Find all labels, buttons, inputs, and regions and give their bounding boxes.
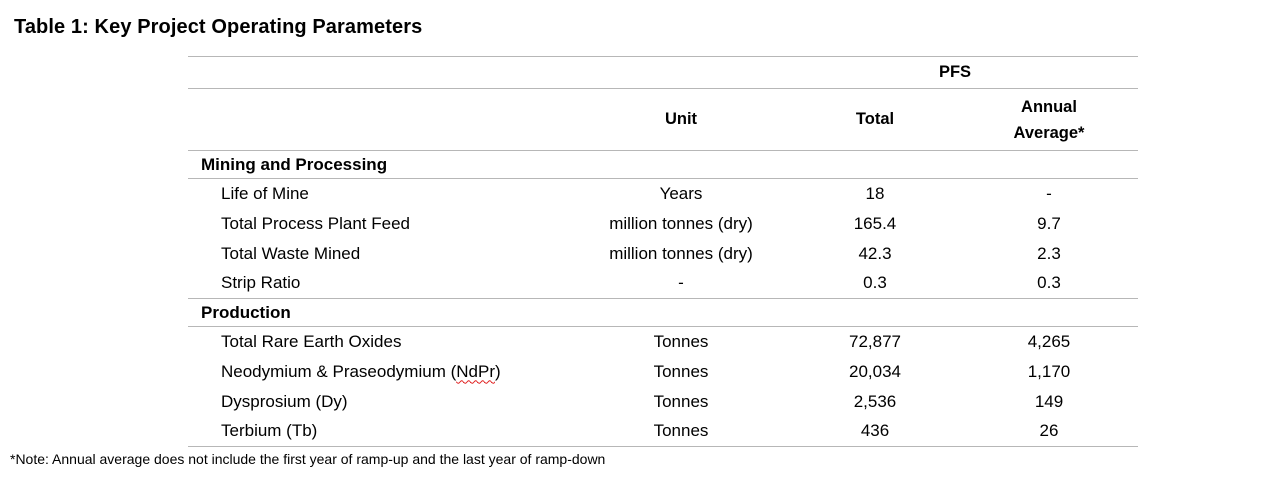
annual-average-cell: 149 <box>1034 391 1064 411</box>
parameter-text: ) <box>494 361 501 381</box>
table-title: Table 1: Key Project Operating Parameter… <box>14 16 423 38</box>
total-cell: 436 <box>772 416 978 447</box>
table-row: Terbium (Tb) Tonnes 436 26 <box>188 416 1138 447</box>
parameter-cell: Dysprosium (Dy) <box>221 391 348 411</box>
total-cell: 2,536 <box>853 391 897 411</box>
table-row: Total Process Plant Feed million tonnes … <box>188 209 1138 239</box>
unit-cell: Tonnes <box>590 416 772 447</box>
parameter-cell: Terbium (Tb) <box>188 416 590 447</box>
parameter-text: Neodymium & Praseodymium ( <box>221 361 457 381</box>
annual-average-cell: 26 <box>978 416 1138 447</box>
annual-average-cell: 2.3 <box>1037 243 1061 263</box>
annual-average-cell: 4,265 <box>1027 331 1071 351</box>
section-header-mining-and-processing: Mining and Processing <box>188 150 1138 179</box>
table-row: Neodymium & Praseodymium (NdPr) Tonnes 2… <box>188 357 1138 387</box>
annual-average-cell: 1,170 <box>1027 361 1071 381</box>
parameter-cell: Strip Ratio <box>221 273 301 293</box>
table-footnote: *Note: Annual average does not include t… <box>10 451 606 467</box>
annual-average-cell: 9.7 <box>1037 213 1061 233</box>
parameter-cell: Total Waste Mined <box>221 243 361 263</box>
empty-cell <box>188 88 590 151</box>
spellcheck-flagged-word[interactable]: NdPr <box>456 361 495 381</box>
column-header-total: Total <box>772 88 978 151</box>
total-cell: 165.4 <box>853 213 897 233</box>
unit-cell: million tonnes (dry) <box>609 243 753 263</box>
annual-average-cell: 0.3 <box>1037 273 1061 293</box>
section-title: Production <box>188 298 1138 327</box>
section-header-production: Production <box>188 298 1138 327</box>
column-header-unit: Unit <box>590 88 772 151</box>
empty-cell <box>188 56 772 89</box>
unit-cell: million tonnes (dry) <box>609 213 753 233</box>
parameter-cell: Total Process Plant Feed <box>221 213 410 233</box>
table-row: Life of Mine Years 18 - <box>188 179 1138 209</box>
table-row: Total Waste Mined million tonnes (dry) 4… <box>188 239 1138 269</box>
table-row: Dysprosium (Dy) Tonnes 2,536 149 <box>188 387 1138 417</box>
table-row: Strip Ratio - 0.3 0.3 <box>188 269 1138 299</box>
column-header-annual-average: Annual Average* <box>978 88 1138 151</box>
annual-average-cell: - <box>1046 183 1052 203</box>
table-row: Total Rare Earth Oxides Tonnes 72,877 4,… <box>188 327 1138 357</box>
total-cell: 20,034 <box>849 361 901 381</box>
table-row-column-headers: Unit Total Annual Average* <box>188 88 1138 151</box>
unit-cell: Tonnes <box>653 331 709 351</box>
total-cell: 18 <box>865 183 885 203</box>
pfs-span-header: PFS <box>772 56 1138 89</box>
unit-cell: Tonnes <box>653 391 709 411</box>
unit-cell: Years <box>659 183 703 203</box>
total-cell: 42.3 <box>858 243 892 263</box>
section-title: Mining and Processing <box>188 150 1138 179</box>
parameter-cell: Neodymium & Praseodymium (NdPr) <box>188 357 590 387</box>
unit-cell: - <box>678 273 684 293</box>
key-parameters-table: PFS Unit Total Annual Average* Mining an… <box>188 56 1138 447</box>
unit-cell: Tonnes <box>653 361 709 381</box>
parameter-cell: Life of Mine <box>221 183 309 203</box>
total-cell: 72,877 <box>849 331 901 351</box>
parameter-cell: Total Rare Earth Oxides <box>221 331 402 351</box>
total-cell: 0.3 <box>863 273 887 293</box>
table-row-pfs-header: PFS <box>188 56 1138 89</box>
